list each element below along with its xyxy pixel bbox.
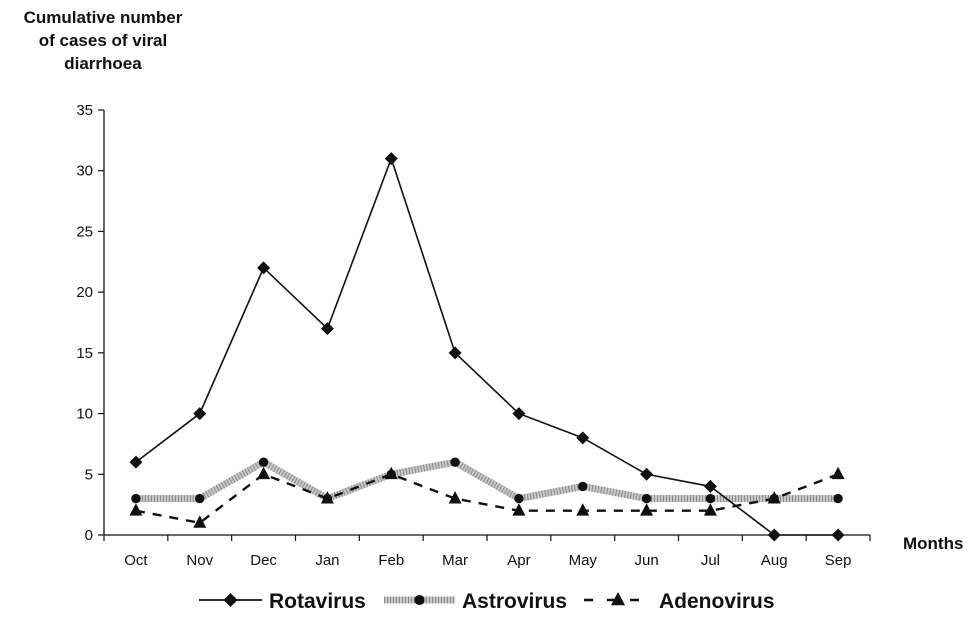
adenovirus-point xyxy=(193,515,207,528)
x-tick-label: Jul xyxy=(701,552,720,569)
y-tick-label: 5 xyxy=(85,466,93,483)
adenovirus-point xyxy=(384,466,398,480)
rotavirus-line xyxy=(135,156,839,536)
legend-marker xyxy=(223,593,238,607)
rotavirus-point xyxy=(640,467,654,481)
adenovirus-point xyxy=(320,491,334,504)
astrovirus-point xyxy=(705,493,716,504)
rotavirus-point xyxy=(831,528,845,542)
rotavirus-point xyxy=(129,455,143,469)
rotavirus-point xyxy=(512,407,526,421)
astrovirus-point xyxy=(578,481,588,492)
astrovirus-point xyxy=(195,493,205,504)
adenovirus-point xyxy=(640,503,654,516)
legend-item-adenovirus: Adenovirus xyxy=(584,590,775,613)
y-axis-title: Cumulative number of cases of viral diar… xyxy=(8,6,198,75)
rotavirus-point xyxy=(767,528,781,542)
astrovirus-point xyxy=(833,493,843,504)
legend-item-astrovirus: Astrovirus xyxy=(384,590,567,613)
x-tick-label: Feb xyxy=(378,552,404,569)
x-tick-label: Dec xyxy=(250,552,277,569)
adenovirus-point xyxy=(767,491,781,504)
legend-label: Astrovirus xyxy=(462,590,567,613)
astrovirus-point xyxy=(258,457,269,467)
y-tick-label: 30 xyxy=(76,163,93,180)
astrovirus-point xyxy=(641,493,652,504)
x-tick-label: Apr xyxy=(507,552,530,569)
legend-marker xyxy=(414,594,425,606)
adenovirus-point xyxy=(512,503,526,516)
rotavirus-point xyxy=(384,152,398,166)
rotavirus-point xyxy=(320,322,334,336)
y-tick-label: 15 xyxy=(76,345,93,362)
astrovirus-point xyxy=(514,493,524,504)
adenovirus-point xyxy=(703,503,717,516)
x-tick-label: Aug xyxy=(761,552,788,569)
y-tick-label: 35 xyxy=(76,102,93,119)
adenovirus-point xyxy=(448,491,462,504)
rotavirus-point xyxy=(576,431,590,445)
x-tick-label: Oct xyxy=(124,552,148,569)
y-tick-label: 25 xyxy=(76,223,93,240)
x-tick-label: Sep xyxy=(825,552,852,569)
x-tick-label: Nov xyxy=(186,552,213,569)
adenovirus-point xyxy=(831,466,845,480)
astrovirus-point xyxy=(131,493,141,504)
y-tick-label: 0 xyxy=(85,527,93,544)
rotavirus-point xyxy=(257,261,271,275)
y-axis-title-line: Cumulative number xyxy=(23,8,183,27)
rotavirus-point xyxy=(193,407,207,421)
astrovirus-point xyxy=(450,457,460,467)
rotavirus-point xyxy=(703,479,717,493)
x-tick-label: Mar xyxy=(442,552,468,569)
legend-label: Rotavirus xyxy=(269,590,366,613)
astrovirus-line xyxy=(135,458,839,503)
x-tick-label: May xyxy=(569,552,598,569)
y-tick-label: 20 xyxy=(76,284,93,301)
adenovirus-point xyxy=(129,503,143,516)
y-axis-title-line: of cases of viral xyxy=(38,31,168,50)
x-tick-label: Jan xyxy=(315,552,339,569)
adenovirus-point xyxy=(257,466,271,480)
adenovirus-point xyxy=(576,503,590,516)
y-tick-label: 10 xyxy=(76,406,93,423)
y-axis-title-line: diarrhoea xyxy=(64,54,142,73)
legend-item-rotavirus: Rotavirus xyxy=(199,590,366,613)
x-tick-label: Jun xyxy=(634,552,658,569)
rotavirus-point xyxy=(448,346,462,360)
adenovirus-line xyxy=(135,472,839,525)
legend-marker xyxy=(611,591,625,606)
legend-label: Adenovirus xyxy=(659,590,775,613)
x-axis-title: Months xyxy=(903,534,964,553)
